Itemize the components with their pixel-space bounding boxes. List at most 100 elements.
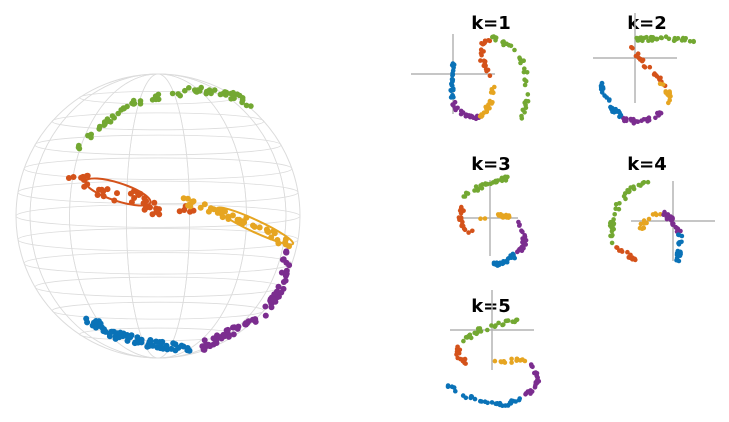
point-blue xyxy=(599,80,605,86)
point-yellow xyxy=(509,360,514,365)
yellow-covariance-ellipse xyxy=(215,206,295,246)
point-blue xyxy=(516,397,522,403)
point-green xyxy=(493,178,498,184)
point-green xyxy=(610,232,615,238)
latitude-line xyxy=(15,204,301,228)
sphere-point-yellow xyxy=(201,201,208,208)
point-green xyxy=(651,36,657,41)
sphere-point-purple xyxy=(221,333,228,340)
point-purple xyxy=(533,370,538,375)
point-green xyxy=(609,240,615,246)
sphere-point-orange xyxy=(114,190,120,197)
point-yellow xyxy=(502,360,508,365)
sphere-point-purple xyxy=(271,291,278,298)
point-orange xyxy=(487,38,493,44)
point-blue xyxy=(678,250,683,255)
point-yellow xyxy=(667,94,672,99)
latitude-line xyxy=(23,252,293,275)
sphere-point-yellow xyxy=(271,230,278,237)
point-blue xyxy=(449,83,455,88)
point-green xyxy=(503,41,508,47)
point-green xyxy=(517,55,522,60)
latitude-line xyxy=(51,112,265,131)
point-green xyxy=(646,38,651,43)
point-blue xyxy=(449,88,455,93)
sphere-point-green xyxy=(222,92,229,98)
point-yellow xyxy=(641,225,646,231)
sphere-point-green xyxy=(169,90,176,97)
point-purple xyxy=(623,116,629,121)
panel-k2: k=2 xyxy=(593,13,696,126)
sphere-point-yellow xyxy=(197,204,204,211)
point-yellow xyxy=(518,358,523,363)
point-orange xyxy=(478,47,484,52)
sphere-point-orange xyxy=(127,190,134,197)
point-yellow xyxy=(646,216,652,222)
point-orange xyxy=(652,71,657,76)
point-blue xyxy=(618,112,624,118)
sphere-point-green xyxy=(130,101,137,107)
point-green xyxy=(658,35,664,40)
point-green xyxy=(631,186,637,192)
point-orange xyxy=(478,58,483,63)
sphere-point-blue xyxy=(147,337,154,343)
sphere-point-yellow xyxy=(256,224,263,231)
point-blue xyxy=(599,90,605,95)
sphere-point-orange xyxy=(65,175,72,181)
sphere-point-purple xyxy=(279,256,286,263)
point-green xyxy=(466,333,471,339)
sphere-point-purple xyxy=(275,283,282,290)
sphere-point-green xyxy=(149,97,156,103)
sphere-point-purple xyxy=(283,270,290,277)
point-green xyxy=(489,323,494,328)
sphere-point-purple xyxy=(278,289,285,296)
sphere-point-green xyxy=(155,91,162,98)
sphere-point-green xyxy=(155,96,162,103)
sphere-plot xyxy=(15,73,301,359)
point-purple xyxy=(466,113,472,118)
sphere-point-green xyxy=(137,101,144,107)
point-orange xyxy=(470,228,475,234)
sphere-point-blue xyxy=(149,342,156,349)
panel-k1: k=1 xyxy=(411,13,531,122)
sphere-point-orange xyxy=(84,172,91,179)
sphere-point-green xyxy=(243,102,250,109)
sphere-point-orange xyxy=(104,186,111,193)
point-yellow xyxy=(487,98,493,104)
point-green xyxy=(523,78,529,84)
panel-k5: k=5 xyxy=(445,290,542,409)
point-orange xyxy=(481,63,487,69)
sphere-point-purple xyxy=(262,312,269,319)
point-blue xyxy=(450,61,456,66)
sphere-point-blue xyxy=(124,337,131,344)
point-purple xyxy=(533,383,538,388)
point-green xyxy=(472,188,477,193)
point-green xyxy=(525,92,531,97)
point-purple xyxy=(527,388,533,394)
point-yellow xyxy=(644,220,649,226)
point-purple xyxy=(523,242,528,247)
point-green xyxy=(523,105,529,111)
sphere-point-yellow xyxy=(250,222,256,229)
point-yellow xyxy=(504,215,509,220)
sphere-point-purple xyxy=(268,304,275,311)
point-blue xyxy=(607,97,612,102)
panel-title-k4: k=4 xyxy=(627,154,667,175)
sphere-point-blue xyxy=(134,334,141,341)
point-orange xyxy=(647,64,653,70)
point-purple xyxy=(534,373,540,379)
point-orange xyxy=(481,41,487,46)
point-green xyxy=(463,190,469,196)
point-purple xyxy=(535,377,540,383)
point-yellow xyxy=(663,90,669,95)
point-blue xyxy=(463,395,469,401)
panel-k3: k=3 xyxy=(456,154,529,268)
point-blue xyxy=(472,396,478,402)
sphere-point-orange xyxy=(100,188,107,195)
point-orange xyxy=(630,45,635,51)
sphere-point-yellow xyxy=(222,208,228,215)
sphere-point-green xyxy=(124,103,130,110)
point-blue xyxy=(511,252,516,257)
point-purple xyxy=(458,108,464,114)
sphere-point-blue xyxy=(180,343,187,350)
